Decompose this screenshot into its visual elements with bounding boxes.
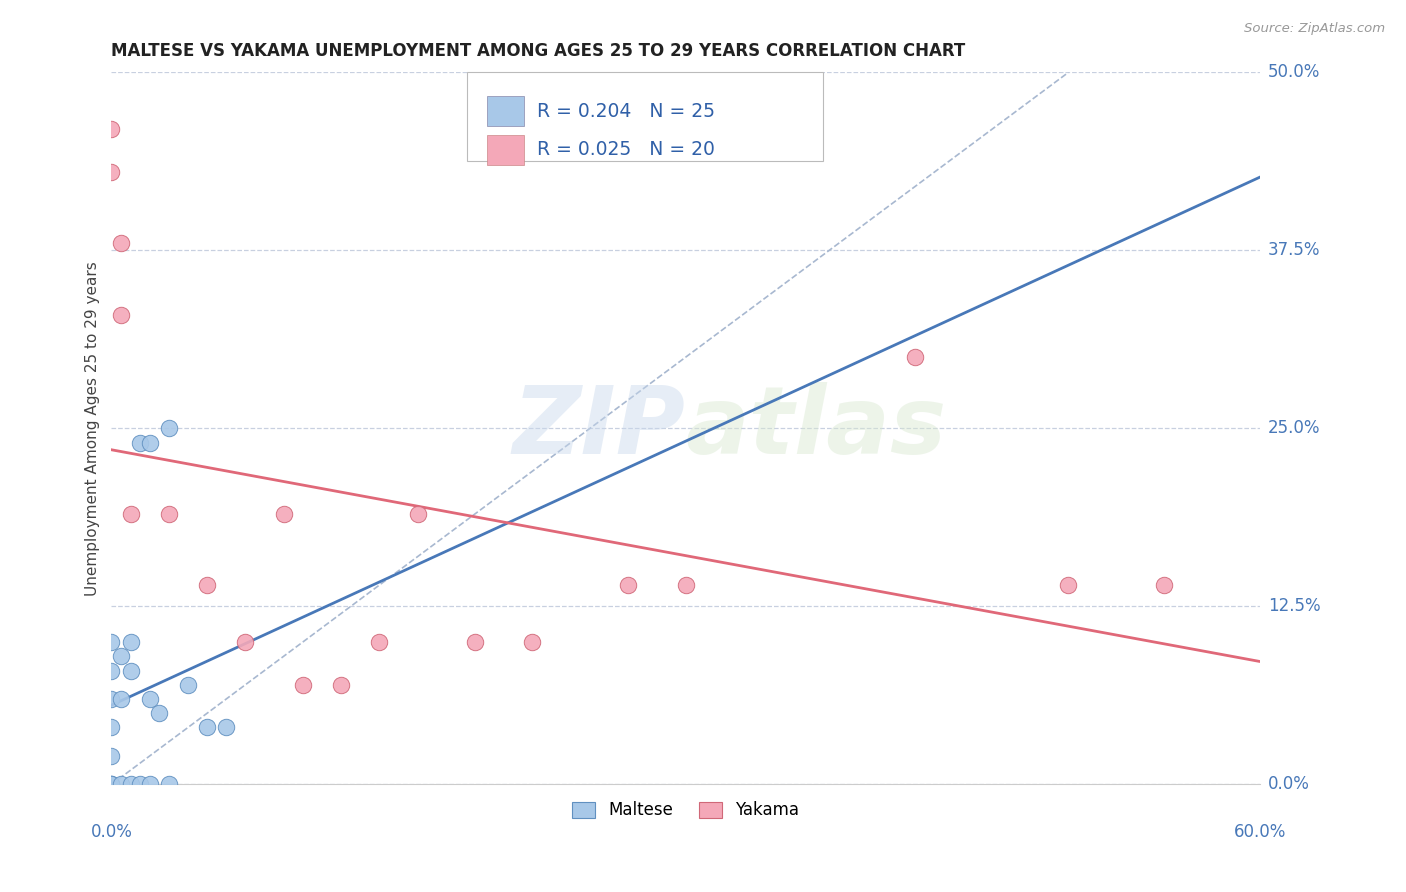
Point — [100, 777, 122, 791]
Text: 0.0%: 0.0% — [90, 823, 132, 841]
Legend: Maltese, Yakama: Maltese, Yakama — [565, 795, 806, 826]
Point — [195, 578, 218, 592]
Text: Source: ZipAtlas.com: Source: ZipAtlas.com — [1244, 22, 1385, 36]
Point — [177, 678, 200, 692]
Point — [100, 122, 122, 136]
Point — [406, 507, 429, 521]
Point — [100, 721, 122, 735]
Point — [100, 777, 122, 791]
Point — [617, 578, 640, 592]
Point — [464, 635, 486, 649]
Text: R = 0.025   N = 20: R = 0.025 N = 20 — [537, 140, 716, 159]
Point — [120, 507, 142, 521]
Point — [368, 635, 391, 649]
Point — [148, 706, 170, 721]
Point — [110, 692, 132, 706]
Text: 12.5%: 12.5% — [1268, 598, 1320, 615]
Point — [157, 507, 180, 521]
Point — [215, 721, 238, 735]
Point — [291, 678, 314, 692]
Point — [522, 635, 544, 649]
Point — [1153, 578, 1175, 592]
Point — [100, 165, 122, 179]
Y-axis label: Unemployment Among Ages 25 to 29 years: Unemployment Among Ages 25 to 29 years — [86, 261, 100, 596]
Point — [100, 635, 122, 649]
Point — [138, 435, 160, 450]
Point — [904, 350, 927, 364]
Text: 0.0%: 0.0% — [1268, 775, 1310, 793]
Point — [100, 692, 122, 706]
Text: 50.0%: 50.0% — [1268, 63, 1320, 81]
Point — [129, 435, 152, 450]
Point — [110, 777, 132, 791]
FancyBboxPatch shape — [486, 135, 523, 165]
Point — [330, 678, 353, 692]
Point — [100, 748, 122, 763]
Point — [235, 635, 257, 649]
Point — [157, 421, 180, 435]
Text: atlas: atlas — [686, 383, 946, 475]
Point — [100, 777, 122, 791]
Point — [100, 664, 122, 678]
Text: 25.0%: 25.0% — [1268, 419, 1320, 437]
Point — [157, 777, 180, 791]
Text: R = 0.204   N = 25: R = 0.204 N = 25 — [537, 102, 716, 120]
Point — [120, 635, 142, 649]
Point — [110, 649, 132, 664]
Point — [273, 507, 295, 521]
Text: 60.0%: 60.0% — [1233, 823, 1286, 841]
Point — [110, 308, 132, 322]
Text: MALTESE VS YAKAMA UNEMPLOYMENT AMONG AGES 25 TO 29 YEARS CORRELATION CHART: MALTESE VS YAKAMA UNEMPLOYMENT AMONG AGE… — [111, 42, 966, 60]
FancyBboxPatch shape — [467, 72, 824, 161]
Point — [138, 692, 160, 706]
Point — [1057, 578, 1080, 592]
Point — [120, 777, 142, 791]
Point — [110, 236, 132, 251]
Point — [129, 777, 152, 791]
Text: 37.5%: 37.5% — [1268, 242, 1320, 260]
Point — [675, 578, 697, 592]
Point — [138, 777, 160, 791]
Point — [195, 721, 218, 735]
FancyBboxPatch shape — [486, 96, 523, 126]
Text: ZIP: ZIP — [513, 383, 686, 475]
Point — [120, 664, 142, 678]
